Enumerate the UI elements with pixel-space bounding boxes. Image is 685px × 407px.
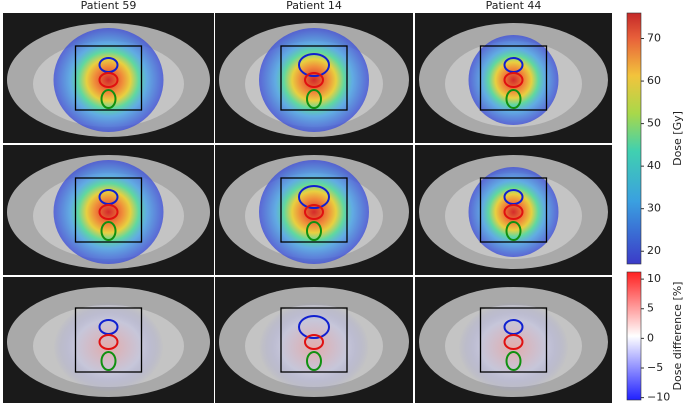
roi-box xyxy=(479,307,548,373)
colorbar xyxy=(626,271,642,401)
colorbar-tick-label: 40 xyxy=(647,159,661,172)
dose-wash xyxy=(468,35,559,125)
contour-rectum xyxy=(306,221,322,241)
image-panel xyxy=(415,13,612,143)
contour-bladder xyxy=(298,185,330,209)
contour-prostate xyxy=(503,72,524,88)
contour-rectum xyxy=(505,221,522,241)
colorbar-tick-label: −10 xyxy=(647,391,670,403)
image-panel xyxy=(215,145,413,275)
column-title: Patient 14 xyxy=(286,0,342,12)
contour-prostate xyxy=(98,204,119,220)
roi-box xyxy=(280,177,348,243)
contour-prostate xyxy=(503,334,524,350)
column-title: Patient 44 xyxy=(486,0,542,12)
roi-box xyxy=(479,45,548,111)
contour-prostate xyxy=(304,334,324,350)
colorbar-tick-label: 50 xyxy=(647,117,661,130)
contour-prostate xyxy=(304,204,324,220)
roi-box xyxy=(74,307,143,373)
contour-rectum xyxy=(100,221,117,241)
image-panel xyxy=(215,13,413,143)
dose-wash xyxy=(53,28,164,132)
colorbar-tick-label: 0 xyxy=(647,331,654,344)
diff-wash xyxy=(259,302,369,392)
image-panel xyxy=(415,277,612,403)
dose-wash xyxy=(468,167,559,257)
contour-rectum xyxy=(100,89,117,109)
colorbar xyxy=(626,12,642,265)
contour-bladder xyxy=(298,53,330,77)
image-panel xyxy=(415,145,612,275)
colorbar-tick-label: 5 xyxy=(647,302,654,315)
colorbar-tick-label: 70 xyxy=(647,32,661,45)
dose-wash xyxy=(259,28,369,132)
colorbar-label: Dose difference [%] xyxy=(671,282,684,391)
contour-prostate xyxy=(503,204,524,220)
contour-prostate xyxy=(98,72,119,88)
contour-prostate xyxy=(98,334,119,350)
image-panel xyxy=(3,277,214,403)
colorbar-tick-label: 20 xyxy=(647,244,661,257)
roi-box xyxy=(74,177,143,243)
roi-box xyxy=(280,307,348,373)
diff-wash xyxy=(458,302,569,392)
contour-prostate xyxy=(304,72,324,88)
roi-box xyxy=(280,45,348,111)
dose-wash xyxy=(53,160,164,264)
dose-wash xyxy=(259,160,369,264)
contour-rectum xyxy=(505,89,522,109)
roi-box xyxy=(74,45,143,111)
contour-rectum xyxy=(306,89,322,109)
colorbar-label: Dose [Gy] xyxy=(671,111,684,166)
colorbar-tick-label: 30 xyxy=(647,202,661,215)
contour-rectum xyxy=(306,351,322,371)
image-panel xyxy=(215,277,413,403)
image-panel xyxy=(3,145,214,275)
colorbar-tick-label: −5 xyxy=(647,361,663,374)
contour-bladder xyxy=(298,315,330,339)
diff-wash xyxy=(53,302,164,392)
image-panel xyxy=(3,13,214,143)
column-title: Patient 59 xyxy=(81,0,137,12)
contour-rectum xyxy=(100,351,117,371)
roi-box xyxy=(479,177,548,243)
contour-rectum xyxy=(505,351,522,371)
colorbar-tick-label: 10 xyxy=(647,272,661,285)
colorbar-tick-label: 60 xyxy=(647,74,661,87)
